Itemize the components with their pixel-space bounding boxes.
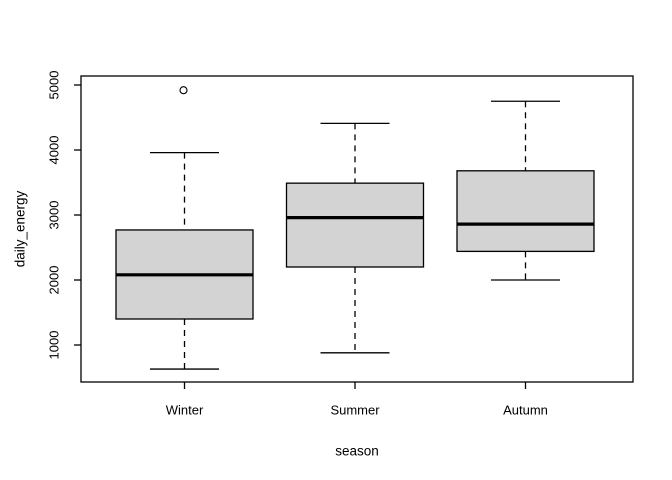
y-tick-label: 2000	[46, 265, 62, 295]
y-tick-label: 4000	[46, 135, 62, 165]
outlier-point-winter	[179, 86, 188, 95]
x-axis-title: season	[335, 443, 379, 459]
x-tick-label-summer: Summer	[330, 402, 380, 418]
y-axis-title: daily_energy	[12, 190, 28, 268]
iqr-box-autumn	[456, 170, 595, 253]
x-tick-label-autumn: Autumn	[503, 402, 548, 418]
y-tick-label: 5000	[46, 70, 62, 100]
x-tick-label-winter: Winter	[165, 402, 204, 418]
y-tick-label: 1000	[46, 330, 62, 360]
iqr-box-summer	[285, 182, 425, 268]
y-tick-label: 3000	[46, 200, 62, 230]
plot-border	[80, 75, 634, 383]
